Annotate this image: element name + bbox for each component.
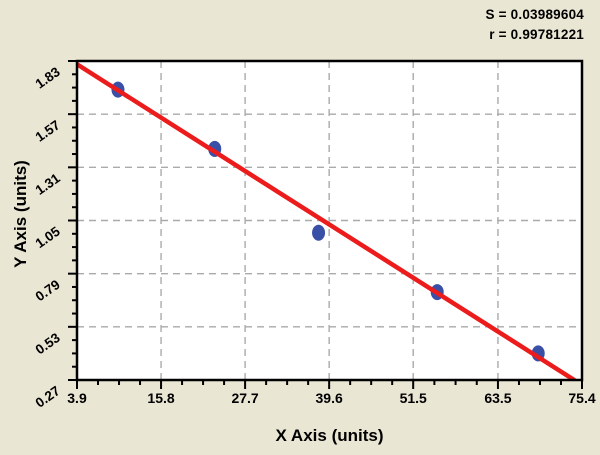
y-tick-label: 0.79 bbox=[33, 277, 63, 304]
fit-line bbox=[77, 62, 577, 380]
y-tick-label: 1.31 bbox=[33, 170, 64, 198]
fit-statistics: S = 0.03989604 r = 0.99781221 bbox=[485, 5, 584, 45]
x-tick-label: 63.5 bbox=[484, 390, 511, 406]
x-tick-label: 3.9 bbox=[67, 390, 87, 406]
x-tick-label: 15.8 bbox=[147, 390, 174, 406]
x-tick-label: 75.4 bbox=[568, 390, 595, 406]
data-point bbox=[312, 224, 326, 241]
x-axis-title: X Axis (units) bbox=[275, 426, 384, 445]
x-tick-label: 51.5 bbox=[400, 390, 427, 406]
y-tick-label: 0.27 bbox=[33, 383, 63, 410]
y-axis-title: Y Axis (units) bbox=[11, 160, 30, 268]
stat-r-value: r = 0.99781221 bbox=[489, 27, 584, 42]
x-tick-label: 27.7 bbox=[231, 390, 258, 406]
x-tick-label: 39.6 bbox=[316, 390, 343, 406]
y-tick-label: 0.53 bbox=[33, 330, 64, 358]
stat-s-value: S = 0.03989604 bbox=[485, 7, 584, 22]
plot-border bbox=[75, 59, 584, 382]
y-tick-label: 1.05 bbox=[33, 223, 64, 251]
y-tick-label: 1.57 bbox=[33, 117, 63, 144]
y-tick-label: 1.83 bbox=[33, 64, 64, 92]
